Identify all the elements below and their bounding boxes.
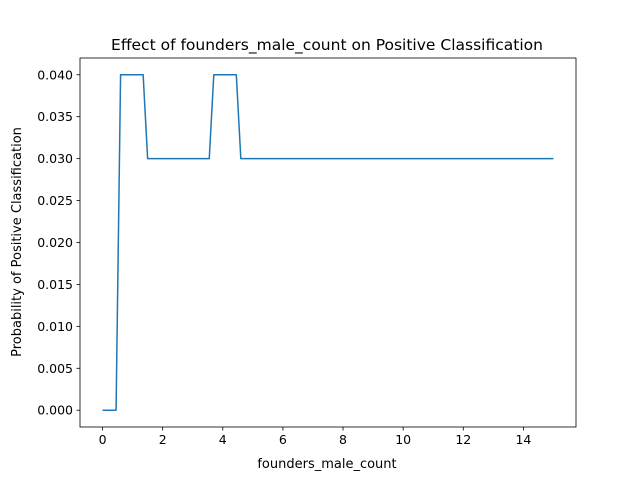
x-axis-label: founders_male_count [257,457,396,472]
y-tick-label: 0.000 [37,403,73,418]
x-tick-label: 2 [159,432,167,447]
axes: 0 2 4 6 8 10 12 14 0.000 0.005 0.010 0.015 0.020 0.02… [37,57,577,447]
plot-area [102,74,554,411]
y-tick-label: 0.005 [37,361,73,376]
chart-title: Effect of founders_male_count on Positiv… [111,36,543,55]
y-axis-label: Probability of Positive Classification [10,127,25,357]
y-tick-label: 0.035 [37,109,73,124]
x-tick-label: 14 [515,432,531,447]
series-line-0 [102,74,554,411]
x-tick-label: 10 [395,432,411,447]
y-tick-label: 0.025 [37,193,73,208]
y-tick-label: 0.040 [37,67,73,82]
y-tick-label: 0.015 [37,277,73,292]
x-tick-label: 0 [99,432,107,447]
x-tick-label: 8 [339,432,347,447]
x-tick-label: 4 [219,432,227,447]
x-tick-label: 6 [279,432,287,447]
y-tick-label: 0.010 [37,319,73,334]
x-tick-label: 12 [455,432,471,447]
y-tick-label: 0.030 [37,151,73,166]
y-tick-label: 0.020 [37,235,73,250]
